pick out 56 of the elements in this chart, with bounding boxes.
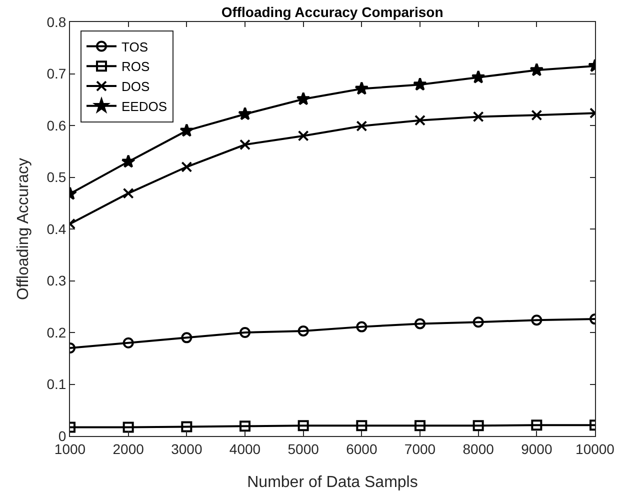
point [472,316,484,328]
chart-title: Offloading Accuracy Comparison [221,4,444,20]
point [181,332,192,344]
y-tick-label: 0.8 [46,14,66,30]
point [531,110,542,121]
point [414,318,426,330]
legend-label: DOS [122,79,150,94]
legend-label: EEDOS [122,99,168,114]
y-tick-label: 0.7 [46,66,66,82]
point [240,139,250,150]
y-tick-label: 0.2 [46,324,66,340]
point [531,314,542,326]
point [413,77,427,91]
x-tick-label: 7000 [404,440,436,457]
x-tick-label: 10000 [576,440,615,457]
point [354,81,369,95]
point [471,70,486,84]
point [238,106,252,120]
point [296,92,310,106]
x-tick-label: 6000 [346,440,378,457]
point [531,420,542,431]
point [530,62,544,76]
y-axis-title: Offloading Accuracy [15,158,32,300]
y-tick-label: 0.5 [46,169,66,186]
x-tick-label: 4000 [229,440,261,457]
point [240,420,250,432]
x-tick-label: 8000 [462,440,494,457]
point [472,111,484,122]
y-tick-label: 0.3 [46,272,66,289]
y-tick-label: 0.6 [46,117,66,134]
point [122,337,134,348]
point [472,420,484,432]
point [181,161,192,172]
x-tick-label: 3000 [171,440,202,457]
point [122,422,134,433]
point [122,188,134,199]
point [298,130,309,142]
point [298,325,309,336]
point [356,321,368,332]
point [356,120,368,132]
point [414,114,426,126]
point [240,327,250,338]
x-tick-label: 9000 [521,440,552,457]
point [356,420,368,432]
legend-label: TOS [122,39,148,54]
point [180,123,194,137]
legend-label: ROS [122,59,150,74]
y-tick-label: 0.4 [46,220,66,237]
y-tick-label: 0.1 [46,376,66,392]
point [298,420,309,432]
x-axis-title: Number of Data Sampls [247,474,418,491]
point [414,420,426,432]
x-tick-label: 5000 [288,440,320,457]
point [121,154,136,168]
x-tick-label: 2000 [112,440,144,457]
point [181,421,192,432]
